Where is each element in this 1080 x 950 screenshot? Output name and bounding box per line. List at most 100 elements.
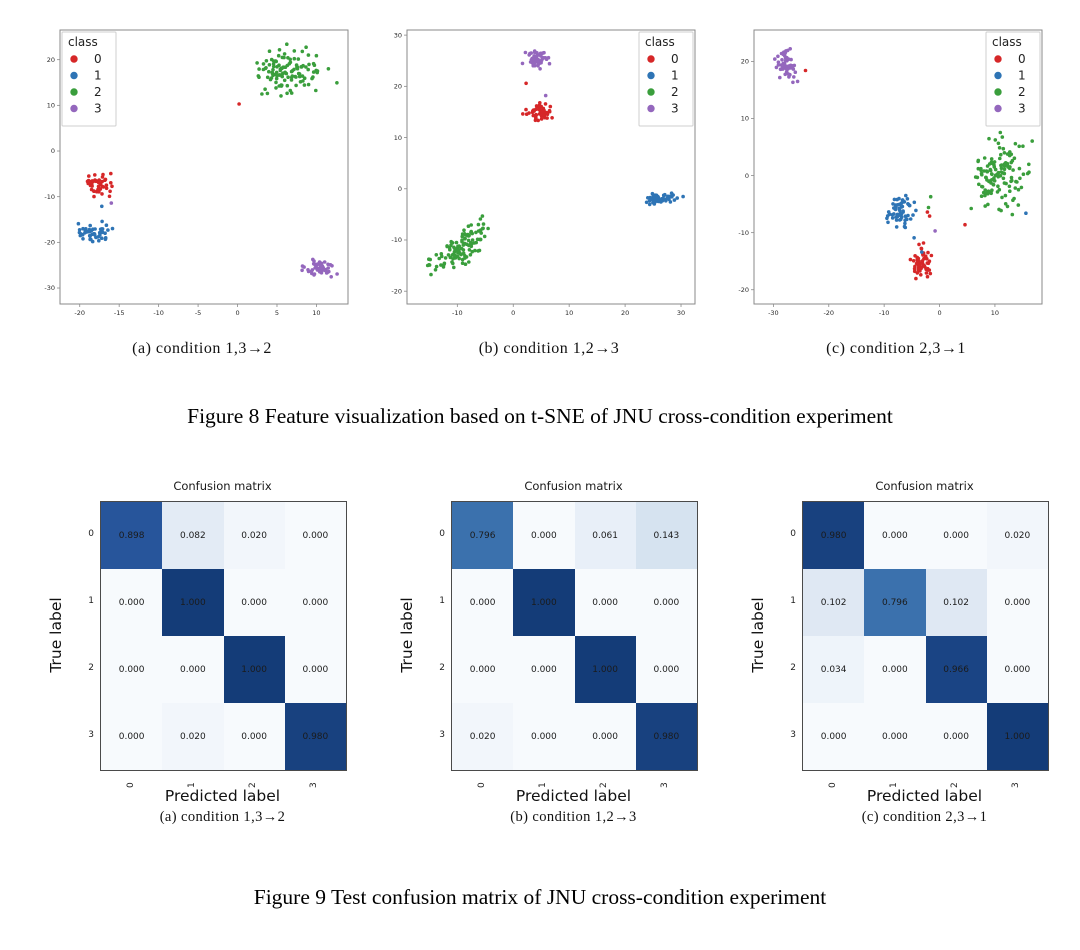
- x-tick-label: 2: [599, 782, 610, 788]
- svg-text:-10: -10: [153, 309, 164, 317]
- y-tick-label: 0: [439, 528, 445, 539]
- svg-text:10: 10: [565, 309, 573, 317]
- y-tick-label: 3: [88, 729, 94, 740]
- tsne-scatter-row: -20 -15 -10 -5 0 5 10 20 10 0 -10 -20 -30 class 0 1 2 3 (a…: [0, 0, 1080, 358]
- svg-text:1: 1: [1018, 69, 1026, 83]
- svg-text:-5: -5: [195, 309, 201, 317]
- y-tick-label: 2: [439, 662, 445, 673]
- svg-text:20: 20: [394, 83, 402, 91]
- svg-text:2: 2: [1018, 85, 1026, 99]
- cm-cell-0-0: 0.796: [452, 502, 514, 569]
- scatter-points: [76, 42, 339, 279]
- svg-text:5: 5: [275, 309, 279, 317]
- confusion-matrix-panel-cm-a: Confusion matrix True label 0.898 0.082 0.02…: [20, 469, 360, 831]
- svg-text:10: 10: [312, 309, 320, 317]
- svg-text:20: 20: [621, 309, 629, 317]
- y-tick-label: 0: [88, 528, 94, 539]
- cm-cell-2-3: 0.000: [284, 636, 346, 703]
- cm-cell-2-0: 0.000: [452, 636, 514, 703]
- svg-text:0: 0: [398, 185, 402, 193]
- cm-cell-0-1: 0.000: [864, 502, 926, 569]
- confusion-matrix-grid: 0.980 0.000 0.000 0.020 0.102 0.796 0.102 0.000…: [802, 501, 1049, 771]
- cm-cell-3-3: 1.000: [986, 703, 1048, 770]
- svg-text:1: 1: [671, 69, 679, 83]
- x-axis-label: Predicted label: [164, 787, 281, 805]
- svg-text:3: 3: [94, 102, 102, 116]
- cm-cell-3-2: 0.000: [925, 703, 987, 770]
- legend-title: class: [68, 35, 98, 49]
- cm-cell-3-1: 0.000: [864, 703, 926, 770]
- y-tick-label: 0: [790, 528, 796, 539]
- subcaption-cm-b: (b) condition 1,2→3: [510, 809, 637, 825]
- x-tick-label: 0: [125, 782, 136, 788]
- subcaption-cm-a: (a) condition 1,3→2: [159, 809, 286, 825]
- figure8-caption: Figure 8 Feature visualization based on …: [187, 404, 893, 428]
- x-tick-label: 2: [248, 782, 259, 788]
- cm-cell-1-0: 0.000: [452, 569, 514, 636]
- svg-text:0: 0: [511, 309, 515, 317]
- cm-cell-0-0: 0.898: [101, 502, 163, 569]
- svg-text:-15: -15: [114, 309, 125, 317]
- cm-cell-0-2: 0.061: [574, 502, 636, 569]
- svg-text:10: 10: [394, 134, 402, 142]
- svg-text:30: 30: [394, 31, 402, 39]
- cm-cell-1-1: 1.000: [162, 569, 224, 636]
- svg-text:0: 0: [51, 147, 55, 155]
- cm-cell-2-1: 0.000: [162, 636, 224, 703]
- scatter-points: [773, 47, 1034, 281]
- svg-text:10: 10: [741, 115, 749, 123]
- svg-text:-30: -30: [768, 309, 779, 317]
- cm-cell-3-3: 0.980: [284, 703, 346, 770]
- subcaption-cm-c: (c) condition 2,3→1: [861, 809, 988, 825]
- svg-text:0: 0: [745, 172, 749, 180]
- x-tick-label: 0: [476, 782, 487, 788]
- tsne-plot-panel-c: -30 -20 -10 0 10 20 10 0 -10 -20 class 0 1 2 3 (c) cond…: [720, 22, 1050, 358]
- cm-cell-0-2: 0.000: [925, 502, 987, 569]
- scatter-points: [425, 49, 685, 277]
- x-tick-label: 1: [537, 782, 548, 788]
- subcaption-c: (c) condition 2,3→1: [826, 340, 966, 357]
- cm-cell-1-1: 1.000: [513, 569, 575, 636]
- scatter-legend: class 0 1 2 3: [985, 31, 1041, 127]
- cm-cell-0-3: 0.143: [635, 502, 697, 569]
- svg-text:20: 20: [741, 58, 749, 66]
- cm-cell-1-3: 0.000: [284, 569, 346, 636]
- x-tick-label: 1: [186, 782, 197, 788]
- cm-cell-2-2: 0.966: [925, 636, 987, 703]
- y-tick-label: 2: [790, 662, 796, 673]
- subcaption-a: (a) condition 1,3→2: [132, 340, 272, 357]
- cm-cell-2-0: 0.034: [803, 636, 865, 703]
- scatter-legend: class 0 1 2 3: [61, 31, 117, 127]
- svg-text:-10: -10: [44, 193, 55, 201]
- svg-text:-20: -20: [823, 309, 834, 317]
- y-axis-label: True label: [47, 597, 65, 673]
- y-tick-label: 1: [88, 595, 94, 606]
- y-tick-label: 3: [439, 729, 445, 740]
- x-axis-label: Predicted label: [515, 787, 632, 805]
- svg-text:-20: -20: [391, 287, 402, 295]
- svg-text:-10: -10: [391, 236, 402, 244]
- svg-text:0: 0: [1018, 52, 1026, 66]
- y-axis-label: True label: [749, 597, 767, 673]
- cm-cell-2-0: 0.000: [101, 636, 163, 703]
- confusion-matrix-title: Confusion matrix: [875, 479, 974, 493]
- x-tick-label: 2: [950, 782, 961, 788]
- confusion-matrix-panel-cm-c: Confusion matrix True label 0.980 0.000 0.00…: [722, 469, 1062, 831]
- cm-cell-1-2: 0.000: [574, 569, 636, 636]
- svg-text:3: 3: [1018, 102, 1026, 116]
- confusion-matrix-title: Confusion matrix: [173, 479, 272, 493]
- cm-cell-0-0: 0.980: [803, 502, 865, 569]
- y-tick-label: 3: [790, 729, 796, 740]
- cm-cell-3-0: 0.020: [452, 703, 514, 770]
- y-axis-label: True label: [398, 597, 416, 673]
- confusion-matrix-panel-cm-b: Confusion matrix True label 0.796 0.000 0.06…: [371, 469, 711, 831]
- cm-cell-3-2: 0.000: [574, 703, 636, 770]
- cm-cell-3-3: 0.980: [635, 703, 697, 770]
- tsne-plot-panel-a: -20 -15 -10 -5 0 5 10 20 10 0 -10 -20 -30 class 0 1 2 3 (a…: [26, 22, 356, 358]
- cm-cell-3-2: 0.000: [223, 703, 285, 770]
- svg-text:1: 1: [94, 69, 102, 83]
- confusion-matrix-title: Confusion matrix: [524, 479, 623, 493]
- svg-text:10: 10: [47, 102, 55, 110]
- x-axis-label: Predicted label: [866, 787, 983, 805]
- svg-text:-10: -10: [879, 309, 890, 317]
